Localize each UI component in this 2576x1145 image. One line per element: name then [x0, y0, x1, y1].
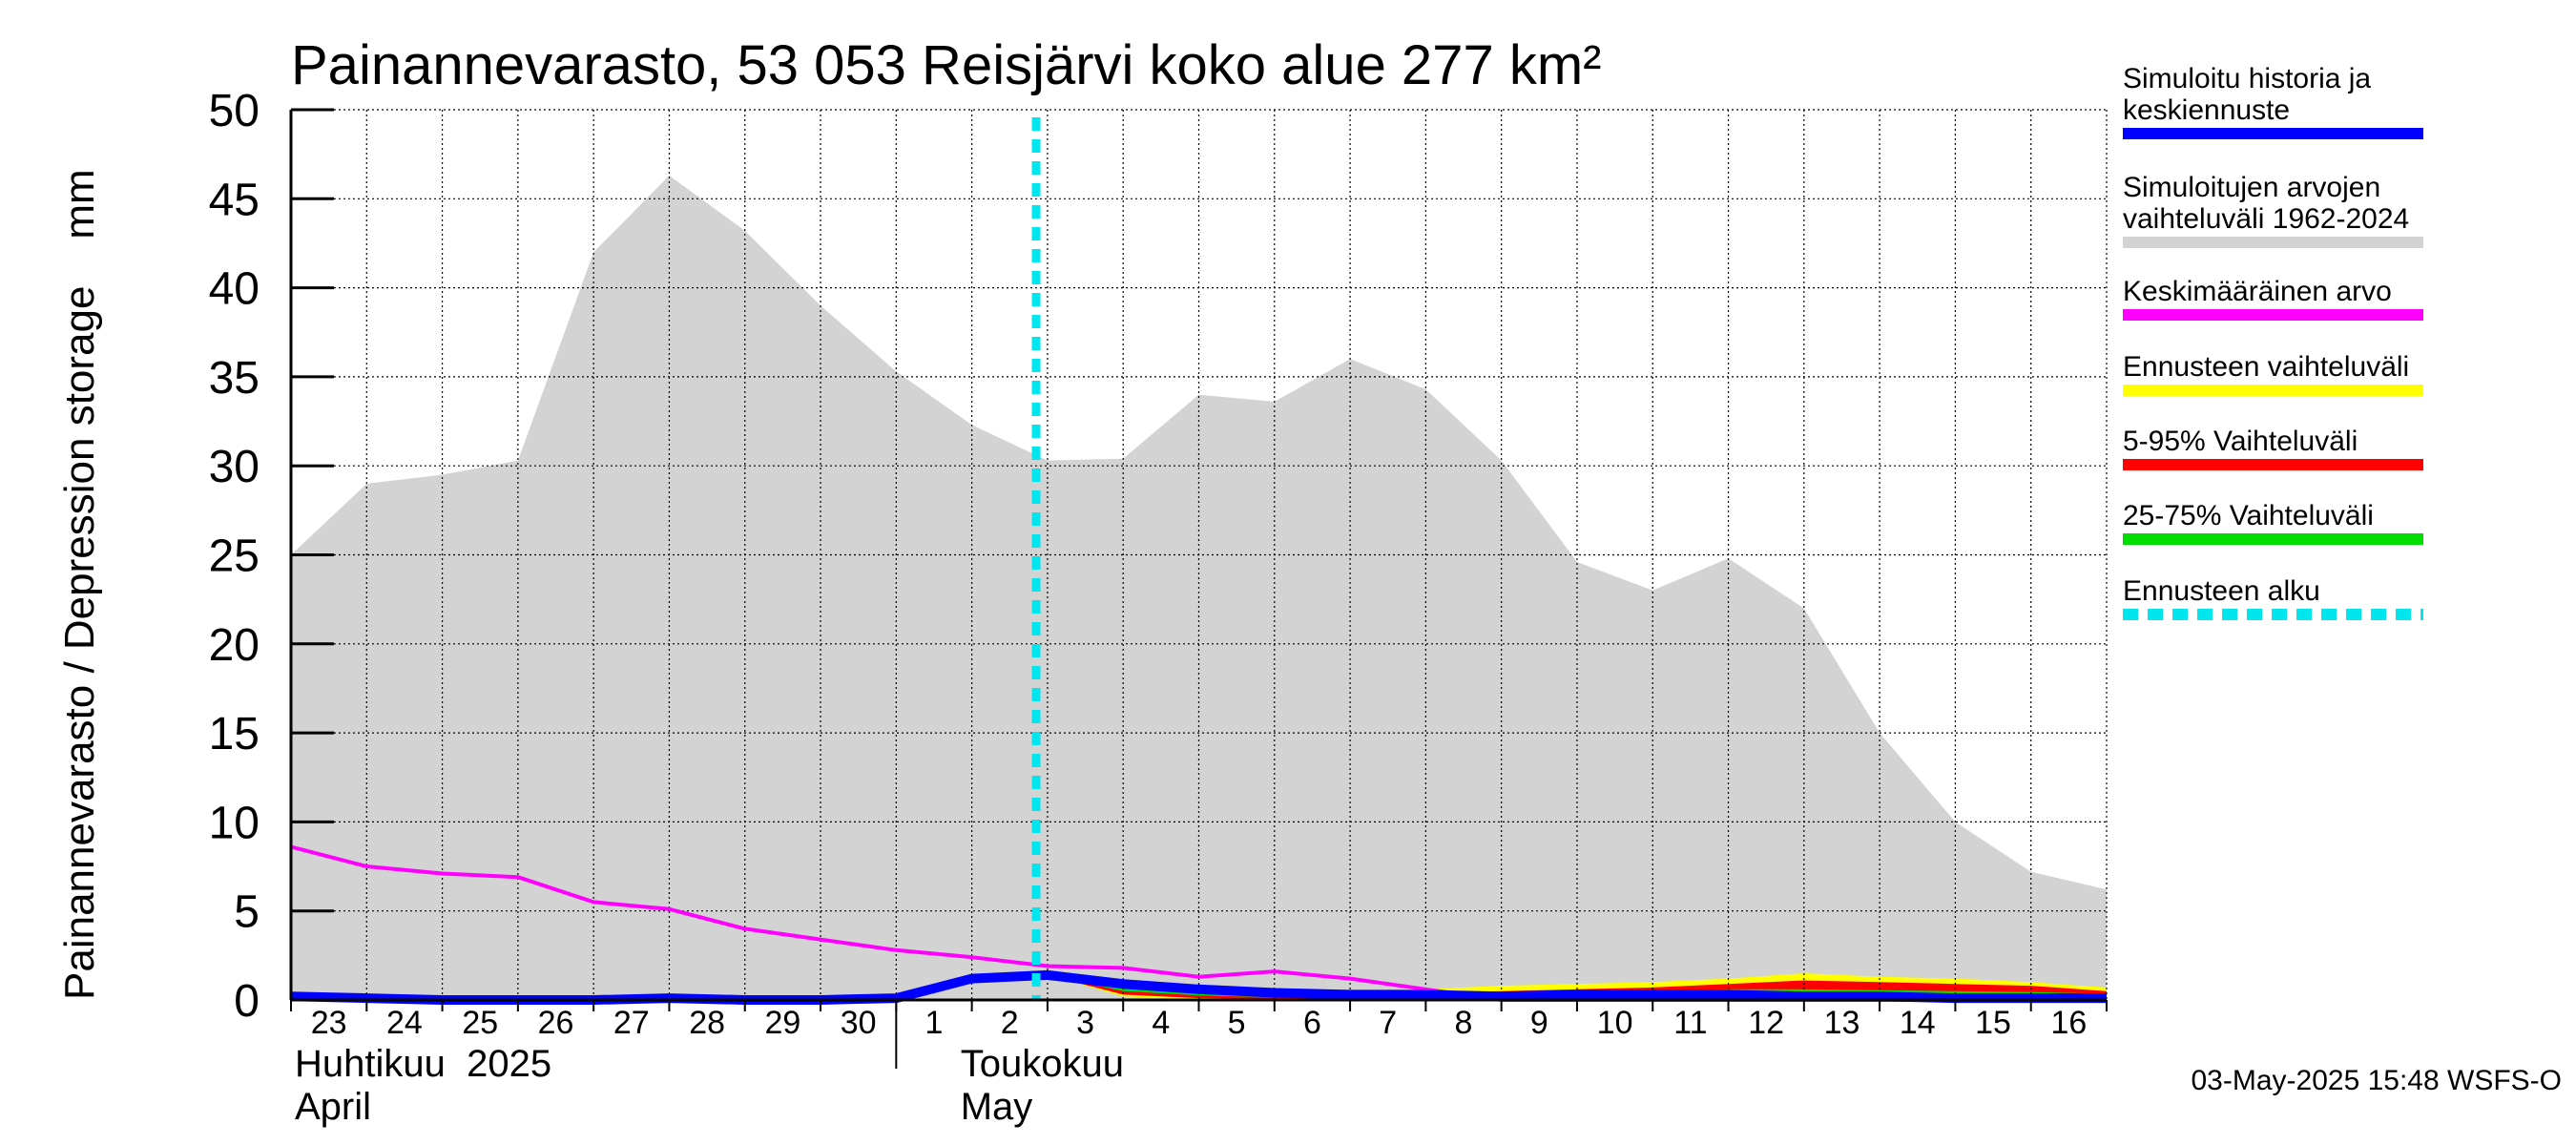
x-tick-label: 30 — [841, 1005, 877, 1041]
x-tick-label: 11 — [1673, 1005, 1707, 1041]
y-tick-label: 5 — [234, 887, 260, 938]
y-tick-labels: 0 5 10 15 20 25 30 35 40 45 50 — [209, 86, 260, 1027]
x-tick-label: 15 — [1975, 1005, 2011, 1041]
x-tick-label: 23 — [311, 1005, 347, 1041]
legend-label: 5-95% Vaihteluväli — [2123, 426, 2358, 457]
legend-label: Simuloitu historia ja — [2123, 63, 2371, 94]
month-label: Huhtikuu 2025 — [295, 1043, 551, 1085]
x-tick-label: 24 — [386, 1005, 423, 1041]
x-tick-label: 6 — [1303, 1005, 1321, 1041]
axes — [289, 108, 2108, 1069]
legend-label: Simuloitujen arvojen — [2123, 172, 2380, 203]
legend-label: Keskimääräinen arvo — [2123, 276, 2392, 307]
legend-label: 25-75% Vaihteluväli — [2123, 500, 2374, 531]
x-tick-label: 14 — [1900, 1005, 1936, 1041]
x-tick-label: 29 — [764, 1005, 800, 1041]
legend-label: Ennusteen alku — [2123, 575, 2320, 607]
y-tick-label: 15 — [209, 709, 260, 760]
month-label-en: May — [961, 1086, 1033, 1128]
x-tick-label: 1 — [925, 1005, 944, 1041]
x-tick-label: 9 — [1530, 1005, 1548, 1041]
y-axis-label: Painannevarasto / Depression storage mm — [56, 169, 103, 1000]
x-tick-label: 27 — [613, 1005, 650, 1041]
y-tick-label: 45 — [209, 175, 260, 225]
legend-label: keskiennuste — [2123, 94, 2290, 126]
y-tick-label: 20 — [209, 620, 260, 671]
y-tick-label: 10 — [209, 798, 260, 848]
y-tick-label: 25 — [209, 531, 260, 582]
chart-title: Painannevarasto, 53 053 Reisjärvi koko a… — [291, 34, 1601, 96]
x-tick-label: 4 — [1152, 1005, 1170, 1041]
legend-label: Ennusteen vaihteluväli — [2123, 351, 2409, 383]
y-tick-label: 40 — [209, 264, 260, 315]
month-label: Toukokuu — [961, 1043, 1124, 1085]
x-tick-label: 3 — [1076, 1005, 1094, 1041]
x-tick-label: 16 — [2050, 1005, 2087, 1041]
y-tick-label: 50 — [209, 86, 260, 136]
x-tick-label: 28 — [689, 1005, 725, 1041]
x-tick-label: 8 — [1455, 1005, 1473, 1041]
grid-lines — [291, 109, 2108, 1000]
x-tick-labels: 23 24 25 26 27 28 29 30 1 2 3 4 5 6 7 8 9 10 11 12 13 14 15 16 — [311, 1005, 2088, 1041]
month-label-en: April — [295, 1086, 371, 1128]
x-tick-label: 26 — [538, 1005, 574, 1041]
legend-label: vaihteluväli 1962-2024 — [2123, 203, 2409, 235]
x-tick-label: 25 — [462, 1005, 498, 1041]
x-tick-label: 10 — [1597, 1005, 1633, 1041]
x-tick-label: 12 — [1748, 1005, 1784, 1041]
y-tick-label: 35 — [209, 353, 260, 404]
x-tick-label: 7 — [1379, 1005, 1397, 1041]
y-tick-label: 0 — [234, 976, 260, 1027]
timestamp-footer: 03-May-2025 15:48 WSFS-O — [2192, 1065, 2563, 1096]
y-tick-label: 30 — [209, 442, 260, 492]
x-tick-label: 13 — [1824, 1005, 1860, 1041]
x-tick-label: 5 — [1228, 1005, 1246, 1041]
x-tick-label: 2 — [1001, 1005, 1019, 1041]
